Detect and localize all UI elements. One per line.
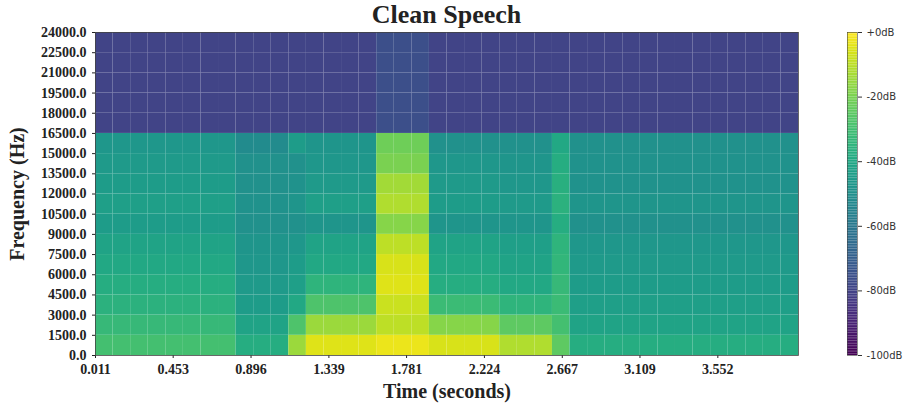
svg-text:13500.0: 13500.0	[41, 166, 87, 181]
svg-text:2.667: 2.667	[547, 362, 579, 377]
svg-text:Time (seconds): Time (seconds)	[383, 380, 511, 403]
svg-text:19500.0: 19500.0	[41, 86, 87, 101]
svg-text:3.552: 3.552	[702, 362, 734, 377]
svg-text:7500.0: 7500.0	[48, 247, 87, 262]
svg-text:-20dB: -20dB	[867, 91, 897, 102]
svg-text:+0dB: +0dB	[867, 27, 895, 38]
svg-text:-100dB: -100dB	[867, 350, 903, 361]
svg-text:1500.0: 1500.0	[48, 328, 87, 343]
svg-text:18000.0: 18000.0	[41, 106, 87, 121]
svg-text:0.453: 0.453	[157, 362, 189, 377]
svg-text:1.781: 1.781	[391, 362, 423, 377]
svg-text:16500.0: 16500.0	[41, 126, 87, 141]
svg-text:24000.0: 24000.0	[41, 25, 87, 40]
svg-text:22500.0: 22500.0	[41, 45, 87, 60]
svg-text:6000.0: 6000.0	[48, 267, 87, 282]
svg-text:Frequency (Hz): Frequency (Hz)	[6, 127, 29, 261]
svg-text:-80dB: -80dB	[867, 285, 897, 296]
html-text:Clean Speech: Clean Speech	[371, 0, 522, 29]
svg-text:1.339: 1.339	[313, 362, 345, 377]
svg-text:9000.0: 9000.0	[48, 227, 87, 242]
svg-text:3000.0: 3000.0	[48, 308, 87, 323]
svg-text:2.224: 2.224	[469, 362, 501, 377]
svg-text:0.0: 0.0	[69, 348, 87, 363]
svg-text:-60dB: -60dB	[867, 221, 897, 232]
svg-text:3.109: 3.109	[624, 362, 656, 377]
svg-text:15000.0: 15000.0	[41, 146, 87, 161]
svg-text:-40dB: -40dB	[867, 156, 897, 167]
svg-text:0.011: 0.011	[80, 362, 111, 377]
svg-text:4500.0: 4500.0	[48, 287, 87, 302]
svg-text:12000.0: 12000.0	[41, 186, 87, 201]
svg-text:0.896: 0.896	[235, 362, 267, 377]
svg-text:10500.0: 10500.0	[41, 207, 87, 222]
svg-text:21000.0: 21000.0	[41, 65, 87, 80]
